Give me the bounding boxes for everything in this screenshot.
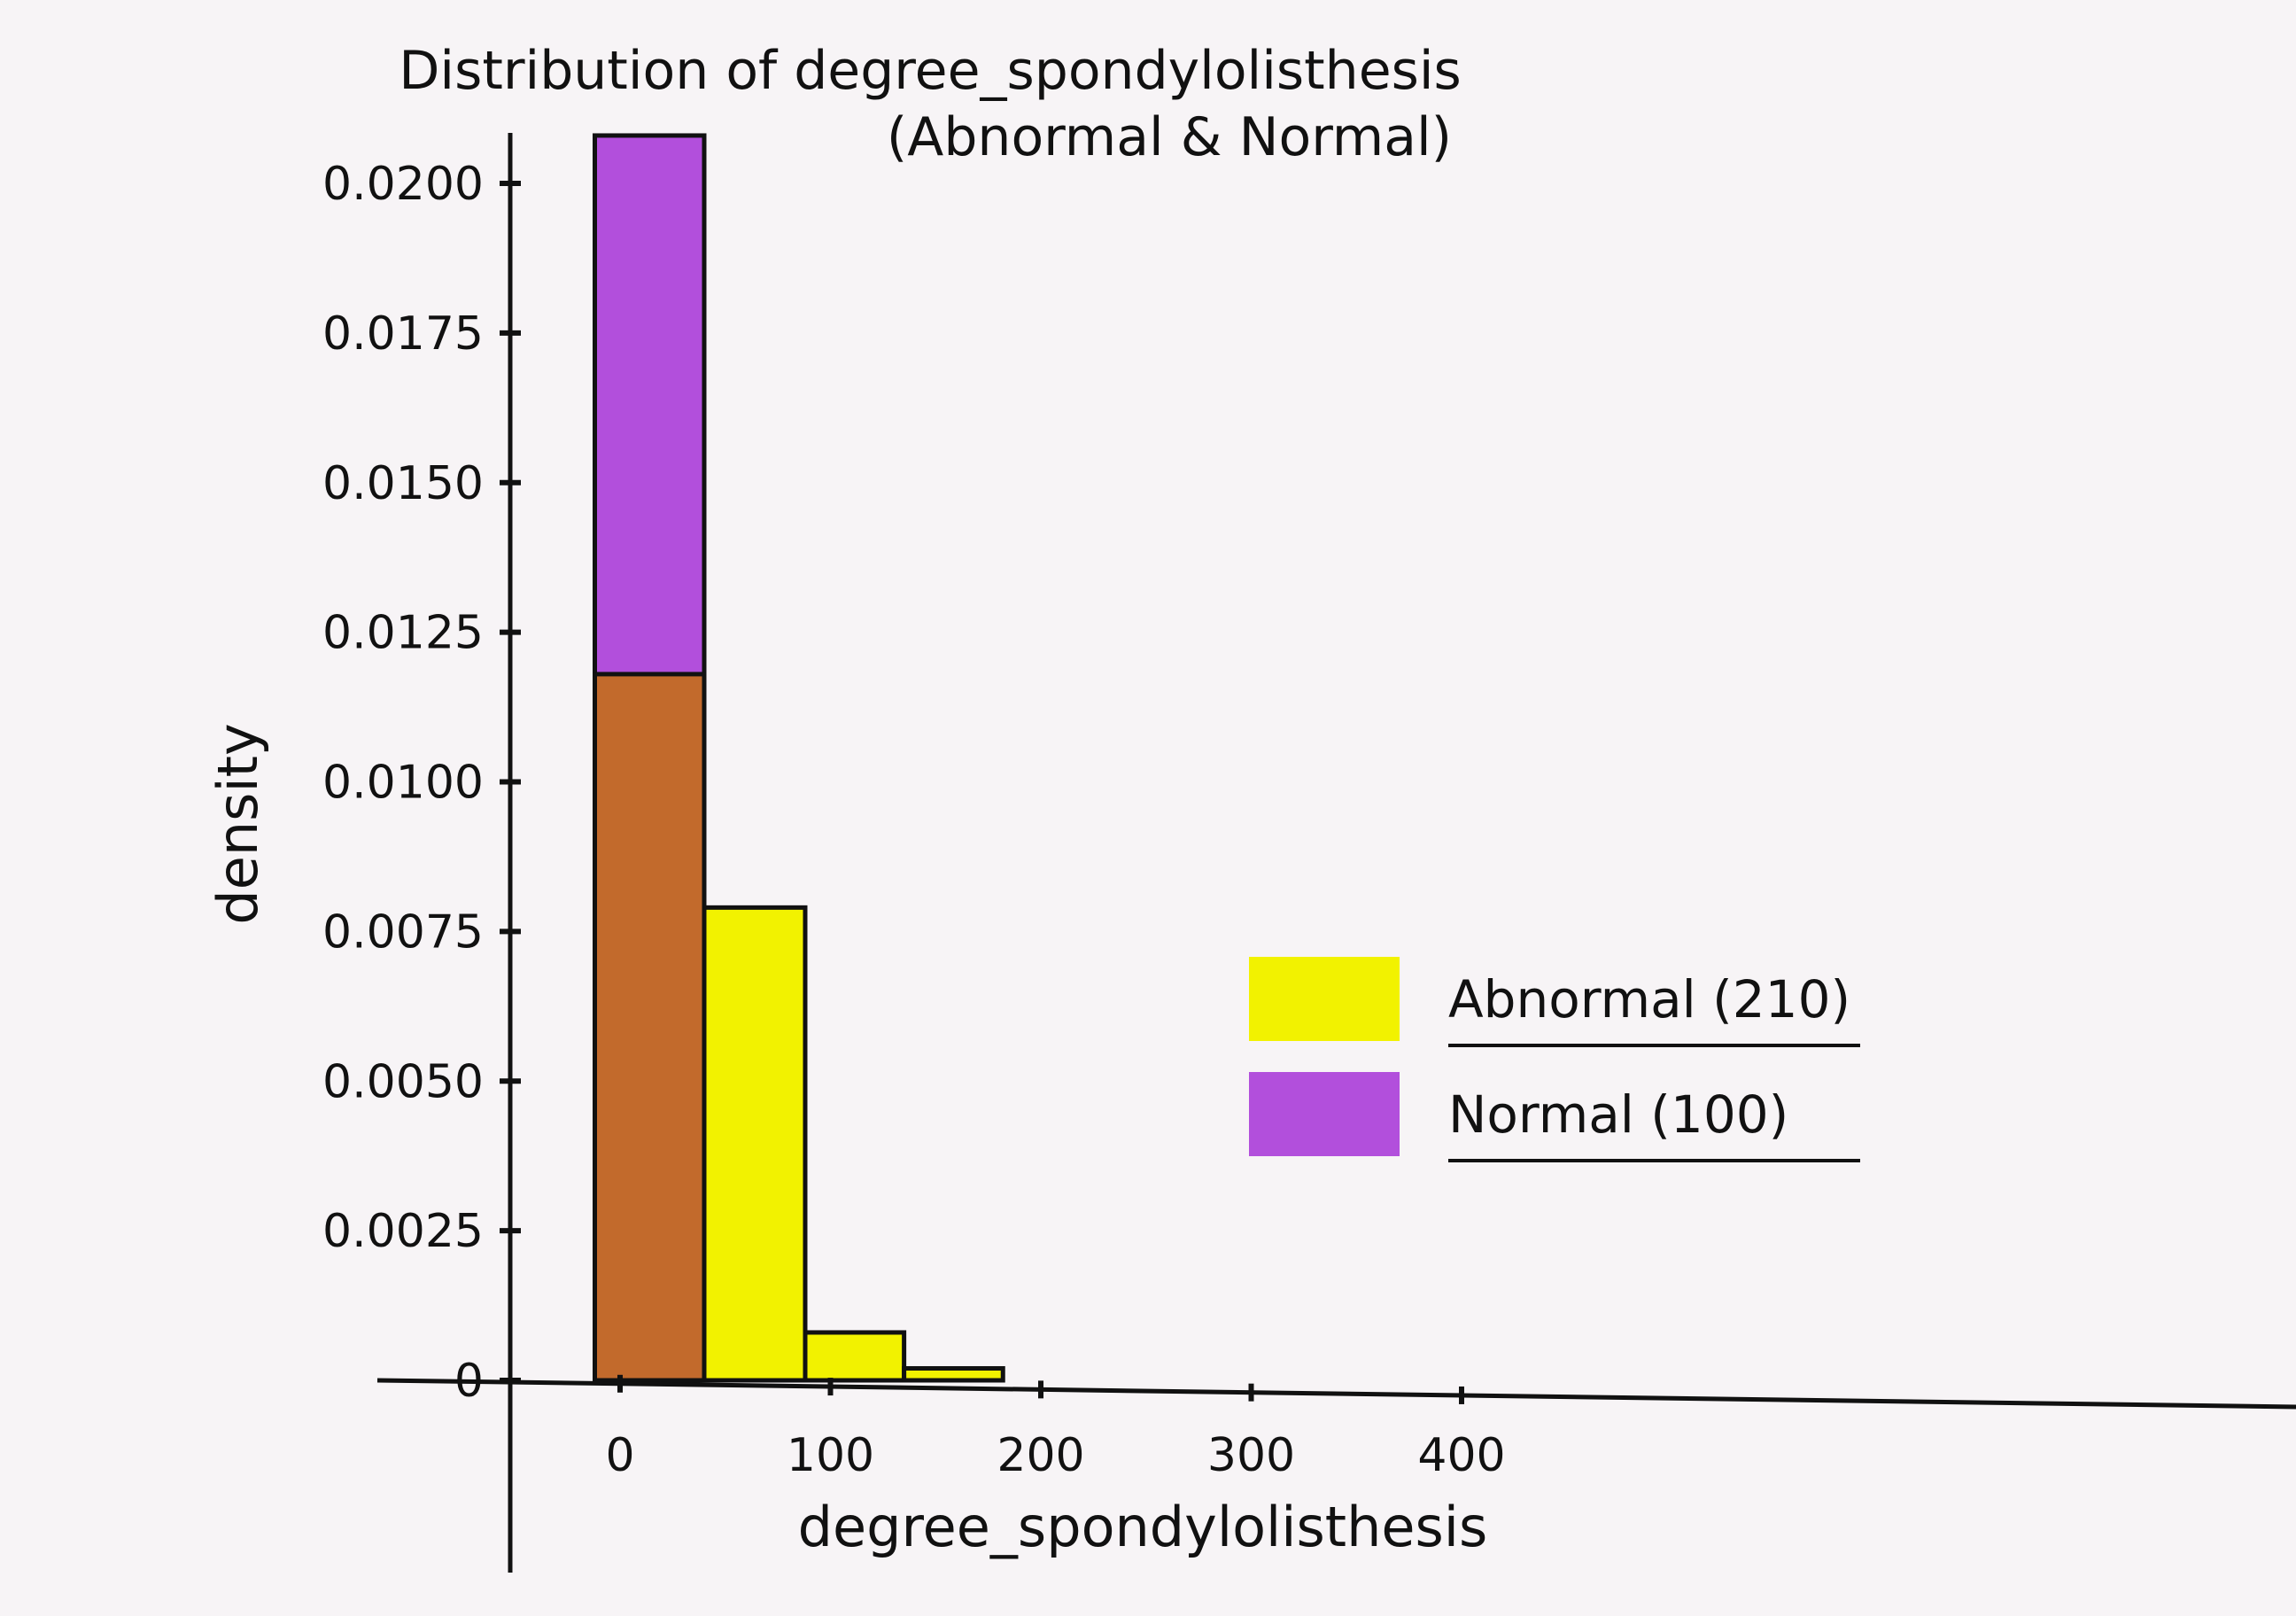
bars-layer (593, 133, 1005, 1383)
x-axis-label: degree_spondylolisthesis (798, 1495, 1488, 1559)
legend-swatch-normal (1249, 1072, 1400, 1156)
legend-swatch-abnormal (1249, 957, 1400, 1041)
legend: Abnormal (210) Normal (100) (1249, 957, 1860, 1162)
y-tick-label: 0.0125 (322, 607, 484, 660)
y-tick-label: 0.0175 (322, 307, 484, 361)
x-tick-label: 400 (1417, 1429, 1505, 1482)
y-tick-label: 0.0100 (322, 757, 484, 810)
axes-layer (376, 133, 2296, 1573)
x-tick-label: 0 (605, 1429, 634, 1482)
y-tick-label: 0 (454, 1355, 484, 1408)
legend-label-abnormal: Abnormal (210) (1448, 969, 1850, 1029)
bar-abnormal-1 (702, 905, 808, 1383)
x-tick-label: 100 (787, 1429, 874, 1482)
y-axis-label: density (206, 723, 270, 924)
x-axis-line (376, 1378, 2296, 1410)
y-tick-label: 0.0150 (322, 457, 484, 510)
y-tick-label: 0.0025 (322, 1205, 484, 1258)
chart-title: Distribution of degree_spondylolisthesis (399, 40, 1462, 102)
legend-label-normal: Normal (100) (1448, 1084, 1788, 1145)
bar-abnormal-3 (902, 1365, 1005, 1383)
bar-abnormal-2 (803, 1330, 907, 1383)
ticks-layer: 0 0.0025 0.0050 0.0075 0.0100 0.0125 0.0150 0.0… (322, 158, 1506, 1482)
y-tick-label: 0.0075 (322, 905, 484, 959)
bar-overlap-0-0 (593, 672, 707, 1383)
y-tick-label: 0.0050 (322, 1055, 484, 1108)
x-tick-label: 200 (997, 1429, 1084, 1482)
chart-subtitle: (Abnormal & Normal) (887, 106, 1452, 168)
y-tick-label: 0.0200 (322, 158, 484, 211)
x-tick-label: 300 (1207, 1429, 1295, 1482)
